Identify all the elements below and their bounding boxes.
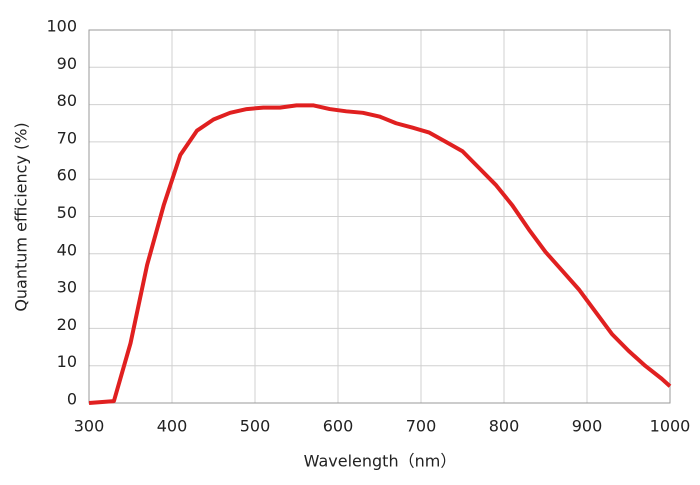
y-axis-label: Quantum efficiency (%) <box>12 122 31 311</box>
x-axis-label: Wavelength（nm） <box>304 452 457 471</box>
x-tick-label: 600 <box>323 417 354 436</box>
y-tick-label: 80 <box>57 91 77 110</box>
x-tick-label: 900 <box>572 417 603 436</box>
plot-frame <box>88 29 671 404</box>
x-tick-label: 300 <box>74 417 105 436</box>
data-line <box>88 103 672 405</box>
x-tick-label: 500 <box>240 417 271 436</box>
x-tick-label: 700 <box>406 417 437 436</box>
x-tick-label: 400 <box>157 417 188 436</box>
y-tick-label: 30 <box>57 278 77 297</box>
y-tick-label: 0 <box>67 390 77 409</box>
x-tick-label: 1000 <box>650 417 691 436</box>
y-tick-label: 60 <box>57 166 77 185</box>
y-tick-label: 70 <box>57 128 77 147</box>
x-tick-label: 800 <box>489 417 520 436</box>
y-tick-label: 90 <box>57 54 77 73</box>
y-tick-label: 10 <box>57 352 77 371</box>
y-tick-label: 100 <box>46 17 77 36</box>
y-tick-label: 20 <box>57 315 77 334</box>
y-tick-label: 50 <box>57 203 77 222</box>
y-tick-label: 40 <box>57 240 77 259</box>
